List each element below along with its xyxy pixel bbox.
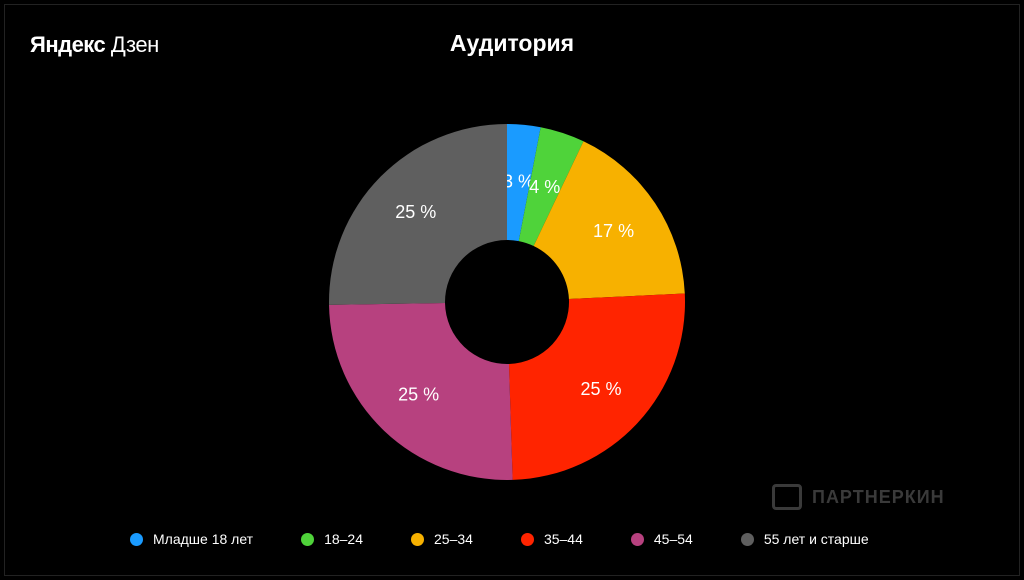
slice-label-1: 4 % [529,177,560,197]
pie-slice-2 [533,141,685,300]
watermark: ПАРТНЕРКИН [772,484,945,510]
legend-label: 45–54 [653,531,693,547]
pie-slice-0 [507,124,541,242]
slice-label-0: 3 % [503,172,534,192]
pie-slice-3 [508,293,685,480]
legend-swatch [630,532,644,546]
legend-swatch [130,532,143,546]
legend-swatch [520,532,534,546]
legend-label: 55 лет и старше [763,531,869,547]
legend-label: 25–34 [434,531,473,547]
brand-logo-part2: Дзен [110,32,159,57]
slice-label-5: 25 % [395,202,436,222]
watermark-text: ПАРТНЕРКИН [812,486,945,507]
legend-item-4: 45–54 [630,531,693,547]
brand-logo-part1: Яндекс [30,32,106,57]
legend-swatch [301,532,315,546]
legend-item-3: 35–44 [520,531,583,547]
chart-legend: Младше 18 лет 18–24 25–34 35–44 45–54 55 лет … [130,528,869,550]
brand-logo: Яндекс Дзен [30,32,159,58]
legend-item-2: 25–34 [411,531,473,547]
legend-item-5: 55 лет и старше [740,531,869,547]
legend-label: 35–44 [543,531,583,547]
pie-slice-4 [329,302,513,480]
legend-item-1: 18–24 [301,531,363,547]
slice-label-3: 25 % [581,379,622,399]
legend-label: Младше 18 лет [153,531,254,547]
pie-slice-1 [518,127,584,247]
legend-swatch [740,532,754,546]
pie-slice-5 [329,124,507,305]
slice-label-2: 17 % [593,221,634,241]
chart-title: Аудитория [449,30,575,56]
watermark-icon [772,484,802,510]
legend-label: 18–24 [324,531,363,547]
slide-frame [4,4,1020,576]
slice-label-4: 25 % [398,385,439,405]
legend-item-0: Младше 18 лет [130,531,253,547]
legend-swatch [411,532,424,546]
